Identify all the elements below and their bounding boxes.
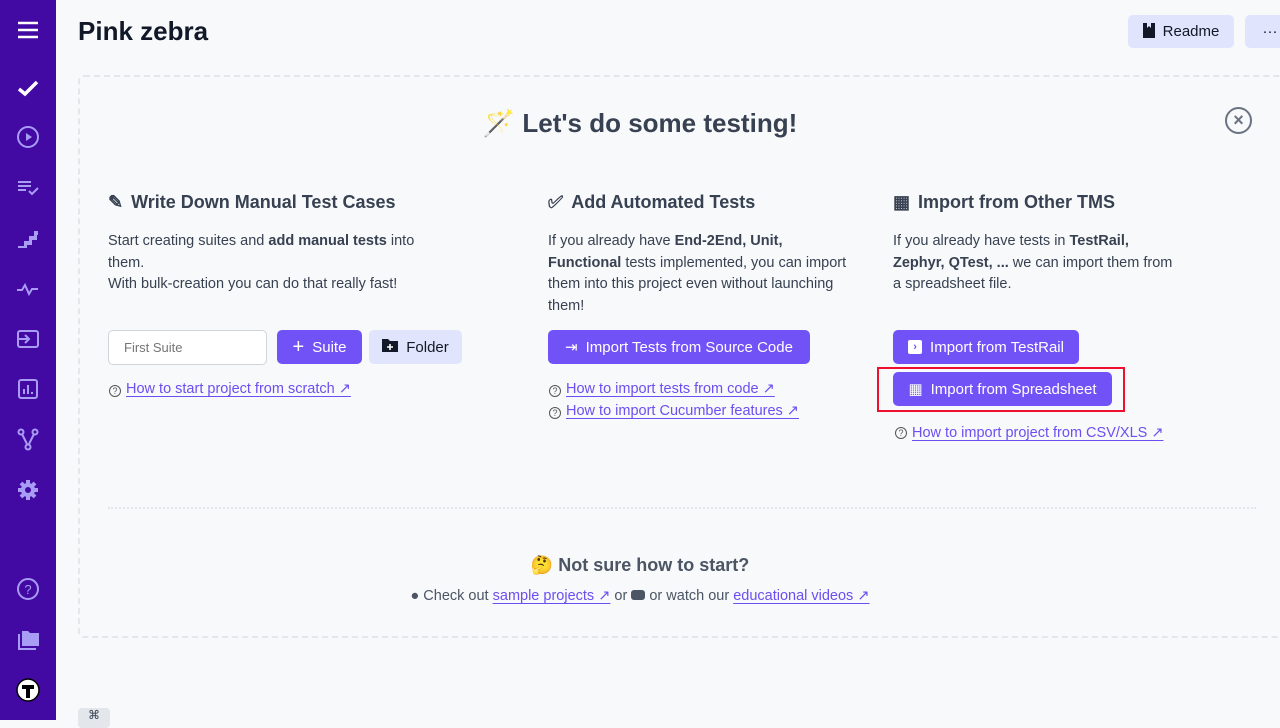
sidebar: ? <box>0 0 56 720</box>
text: Start creating suites and <box>108 233 269 249</box>
text: into them. <box>108 233 415 271</box>
text: Check out <box>423 588 489 604</box>
help-link-cucumber[interactable]: How to import Cucumber features ↗ <box>566 403 799 419</box>
table-icon: ▦ <box>893 191 911 212</box>
text: we can import them from a spreadsheet fi… <box>893 254 1173 293</box>
readme-button[interactable]: Readme <box>1128 15 1234 48</box>
page-title: Pink zebra <box>78 16 209 46</box>
automated-tests-section: ✅︎ Add Automated Tests If you already hav… <box>548 190 848 317</box>
analytics-icon[interactable] <box>8 373 48 405</box>
section-title: Import from Other TMS <box>918 191 1116 212</box>
text: With bulk-creation you can do that reall… <box>108 276 398 292</box>
section-title: Write Down Manual Test Cases <box>131 191 396 212</box>
question-icon: ? <box>549 407 561 419</box>
import-icon[interactable] <box>8 323 48 355</box>
table-plus-icon: ▦ <box>908 381 923 398</box>
question-icon: ? <box>549 385 561 397</box>
divider <box>108 507 1256 509</box>
text-bold: add manual tests <box>268 233 387 249</box>
command-shortcut-button[interactable]: ⌘ <box>78 708 110 728</box>
button-label: Import Tests from Source Code <box>585 338 793 356</box>
check-badge-icon: ✅︎ <box>548 191 564 212</box>
hero-title: 🪄 Let's do some testing! <box>0 108 1280 139</box>
not-sure-text: ● Check out sample projects ↗ or or watc… <box>0 588 1280 604</box>
section-title: Add Automated Tests <box>571 191 756 212</box>
question-icon: ? <box>895 427 907 439</box>
text: If you already have tests in <box>893 233 1070 249</box>
folder-icon[interactable] <box>8 624 48 656</box>
getting-started-card <box>78 75 1280 638</box>
folder-label: Folder <box>406 338 449 356</box>
suite-label: Suite <box>312 338 347 356</box>
button-label: Import from Spreadsheet <box>930 380 1097 398</box>
highlight-box <box>877 367 1125 412</box>
check-icon[interactable] <box>8 72 48 104</box>
help-link-scratch[interactable]: How to start project from scratch ↗ <box>126 381 351 397</box>
thinking-emoji: 🤔 <box>530 555 554 575</box>
sample-projects-link[interactable]: sample projects ↗ <box>492 588 611 604</box>
plus-icon: + <box>292 335 305 358</box>
text-bold: End-2End, Unit, Functional <box>548 233 783 271</box>
not-sure-heading: 🤔 Not sure how to start? <box>0 555 1280 576</box>
close-icon[interactable]: × <box>1225 107 1252 134</box>
gear-icon[interactable] <box>8 474 48 506</box>
import-icon: ⇥ <box>565 339 578 356</box>
import-source-code-button[interactable]: ⇥ Import Tests from Source Code <box>548 330 810 364</box>
suite-name-input[interactable] <box>108 330 267 365</box>
import-tms-section: ▦ Import from Other TMS If you already ha… <box>893 190 1173 296</box>
help-icon[interactable]: ? <box>8 573 48 605</box>
add-folder-button[interactable]: Folder <box>369 330 462 364</box>
branch-icon[interactable] <box>8 423 48 455</box>
help-link-csv[interactable]: How to import project from CSV/XLS ↗ <box>912 425 1164 441</box>
wand-icon: 🪄 <box>482 108 516 138</box>
checklist-icon[interactable] <box>8 171 48 203</box>
not-sure-title: Not sure how to start? <box>558 555 750 575</box>
hero-title-text: Let's do some testing! <box>522 108 798 138</box>
steps-icon[interactable] <box>8 222 48 254</box>
more-icon: ··· <box>1262 23 1278 40</box>
help-csv: ? How to import project from CSV/XLS ↗ <box>895 423 1165 444</box>
help-cucumber: ? How to import Cucumber features ↗ <box>549 403 799 419</box>
add-suite-button[interactable]: + Suite <box>277 330 362 364</box>
avatar[interactable] <box>8 674 48 706</box>
educational-videos-link[interactable]: educational videos ↗ <box>733 588 870 604</box>
manual-tests-section: ✎ Write Down Manual Test Cases Start crea… <box>108 190 428 296</box>
pulse-icon[interactable] <box>8 273 48 305</box>
github-icon: ● <box>410 588 420 604</box>
question-icon: ? <box>109 385 121 397</box>
folder-plus-icon <box>382 338 399 356</box>
text: If you already have <box>548 233 675 249</box>
play-icon[interactable] <box>8 121 48 153</box>
testrail-icon: › <box>908 340 923 354</box>
menu-icon[interactable] <box>8 14 48 46</box>
help-scratch: ? How to start project from scratch ↗ <box>109 381 351 397</box>
readme-label: Readme <box>1162 23 1220 40</box>
text: or watch our <box>649 588 730 604</box>
youtube-icon <box>631 590 646 600</box>
magic-pen-icon: ✎ <box>108 191 124 212</box>
button-label: Import from TestRail <box>930 338 1064 356</box>
text: or <box>614 588 628 604</box>
import-testrail-button[interactable]: › Import from TestRail <box>893 330 1079 364</box>
more-button[interactable]: ··· <box>1245 15 1280 48</box>
text: tests implemented, you can import them i… <box>548 254 847 314</box>
svg-text:?: ? <box>24 582 31 597</box>
help-code: ? How to import tests from code ↗ <box>549 381 775 397</box>
help-link-code[interactable]: How to import tests from code ↗ <box>566 381 775 397</box>
import-spreadsheet-button[interactable]: ▦ Import from Spreadsheet <box>893 372 1112 406</box>
text-bold: TestRail, Zephyr, QTest, ... <box>893 233 1129 271</box>
book-icon <box>1142 22 1155 42</box>
